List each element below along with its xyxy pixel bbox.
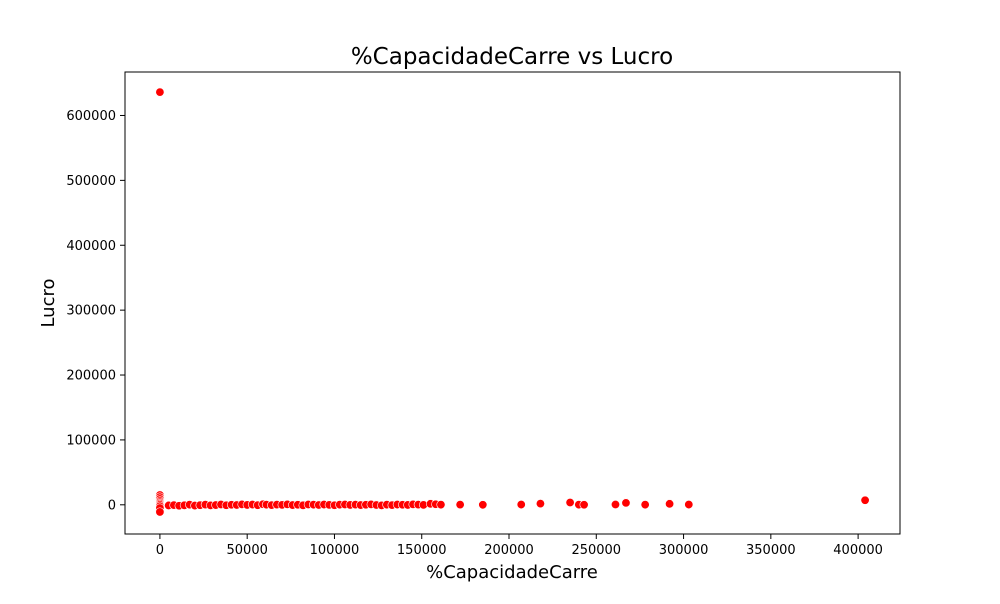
data-point — [478, 500, 488, 510]
y-tick-label: 300000 — [66, 304, 116, 319]
y-tick-label: 200000 — [66, 369, 116, 384]
x-tick-label: 300000 — [659, 543, 709, 558]
data-point — [579, 500, 589, 510]
x-tick-label: 0 — [156, 543, 164, 558]
x-axis-ticks: 0 50000 100000 150000 200000 250000 300000 3500… — [156, 534, 883, 558]
x-tick-label: 400000 — [833, 543, 883, 558]
data-point — [610, 499, 620, 509]
y-tick-label: 400000 — [66, 239, 116, 254]
x-tick-label: 100000 — [310, 543, 360, 558]
data-point — [516, 500, 526, 510]
data-point — [436, 500, 446, 510]
data-point — [640, 500, 650, 510]
data-point — [455, 500, 465, 510]
x-axis-label: %CapacidadeCarre — [426, 562, 598, 583]
y-tick-label: 100000 — [66, 433, 116, 448]
x-tick-label: 150000 — [397, 543, 447, 558]
points-layer — [155, 87, 870, 517]
data-point — [155, 507, 165, 517]
y-axis-ticks: 0 100000 200000 300000 400000 500000 600000 — [66, 109, 125, 513]
x-tick-label: 250000 — [571, 543, 621, 558]
x-tick-label: 350000 — [746, 543, 796, 558]
y-tick-label: 600000 — [66, 109, 116, 124]
data-point — [565, 498, 575, 508]
data-point — [621, 498, 631, 508]
y-axis-label: Lucro — [38, 278, 59, 327]
data-point — [860, 495, 870, 505]
chart-title: %CapacidadeCarre vs Lucro — [351, 44, 673, 70]
x-tick-label: 200000 — [484, 543, 534, 558]
data-point — [684, 500, 694, 510]
data-point — [155, 87, 165, 97]
plot-area-frame — [124, 71, 901, 535]
data-point — [535, 499, 545, 509]
y-tick-label: 0 — [108, 498, 116, 513]
y-tick-label: 500000 — [66, 174, 116, 189]
x-tick-label: 50000 — [227, 543, 268, 558]
data-point — [665, 499, 675, 509]
